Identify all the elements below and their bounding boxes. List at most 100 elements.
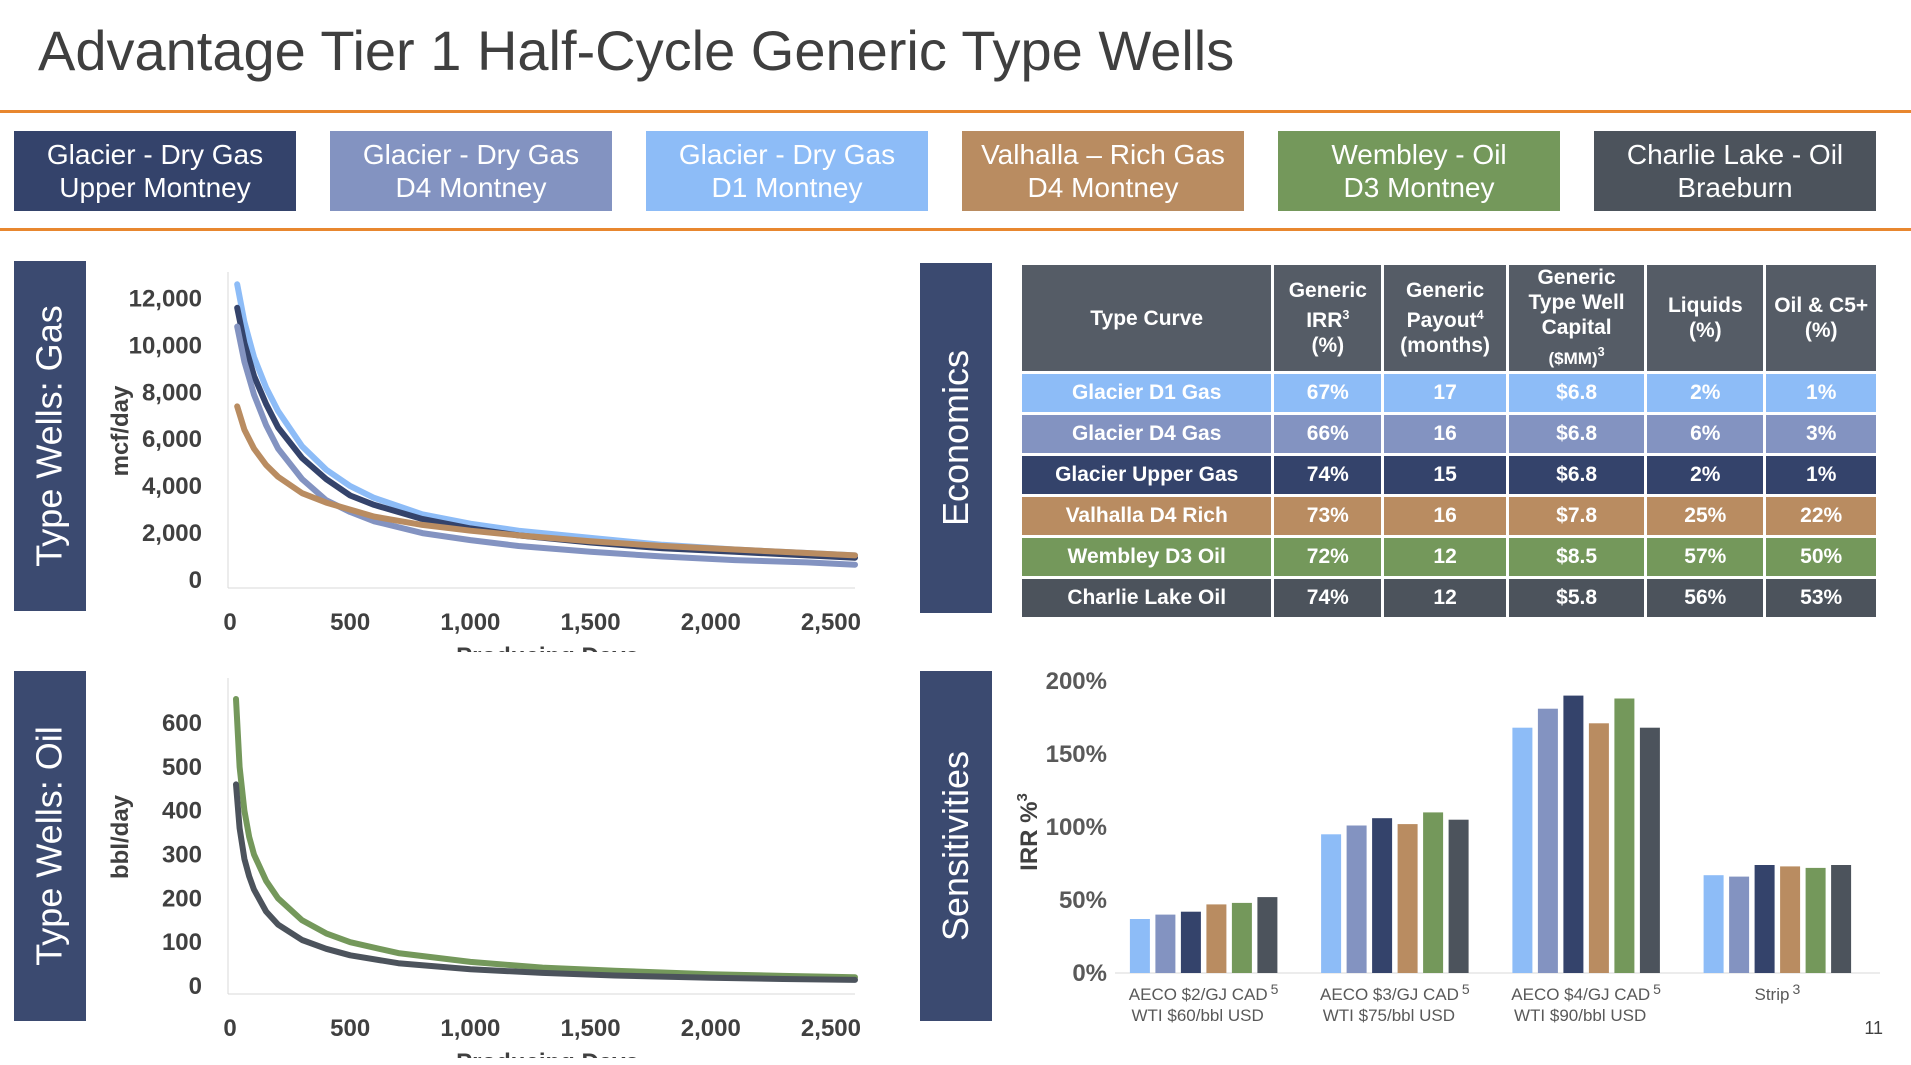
y-tick-label: 600 <box>162 710 202 737</box>
table-row: Glacier D4 Gas 66% 16 $6.8 6% 3% <box>1022 415 1876 453</box>
cell-capital: $6.8 <box>1508 374 1645 412</box>
category-label-sup: 5 <box>1271 981 1279 997</box>
y-tick-label: 100% <box>1046 814 1107 841</box>
bar-wembley <box>1231 902 1252 973</box>
bar-upper <box>1180 911 1201 973</box>
category-label-line1: AECO $2/GJ CAD 5 <box>1129 981 1279 1004</box>
side-label-sensitivities: Sensitivities <box>920 671 992 1021</box>
economics-table: Type Curve Generic IRR3 (%) Generic Payou… <box>1019 262 1879 620</box>
cell-irr: 66% <box>1274 415 1382 453</box>
y-tick-label: 12,000 <box>129 285 202 312</box>
cell-irr: 73% <box>1274 497 1382 535</box>
cell-oil-c5: 22% <box>1766 497 1876 535</box>
cell-payout: 15 <box>1384 456 1506 494</box>
bar-d1 <box>1129 919 1150 973</box>
cell-liquids: 2% <box>1647 456 1764 494</box>
y-tick-label: 8,000 <box>142 379 202 406</box>
category-label-sup: 5 <box>1462 981 1470 997</box>
x-tick-label: 0 <box>223 609 236 636</box>
legend-tile-1: Glacier - Dry Gas D4 Montney <box>330 131 612 211</box>
y-tick-label: 0 <box>189 973 202 1000</box>
bar-valhalla <box>1397 824 1418 973</box>
cell-liquids: 57% <box>1647 538 1764 576</box>
cell-payout: 12 <box>1384 538 1506 576</box>
table-row: Charlie Lake Oil 74% 12 $5.8 56% 53% <box>1022 579 1876 617</box>
legend-tile-line1: Glacier - Dry Gas <box>362 139 580 170</box>
cell-payout: 17 <box>1384 374 1506 412</box>
cell-liquids: 6% <box>1647 415 1764 453</box>
cell-name: Valhalla D4 Rich <box>1022 497 1272 535</box>
cell-name: Wembley D3 Oil <box>1022 538 1272 576</box>
cell-payout: 12 <box>1384 579 1506 617</box>
bar-charlie <box>1448 819 1469 973</box>
legend-tile-4: Wembley - Oil D3 Montney <box>1278 131 1560 211</box>
cell-irr: 67% <box>1274 374 1382 412</box>
bar-upper <box>1372 818 1393 973</box>
economics-header-row: Type Curve Generic IRR3 (%) Generic Payou… <box>1022 265 1876 371</box>
y-tick-label: 200 <box>162 885 202 912</box>
y-tick-label: 0% <box>1072 960 1107 987</box>
x-tick-label: 500 <box>330 609 370 636</box>
y-axis-title: IRR %3 <box>1014 793 1043 871</box>
legend-tile-5: Charlie Lake - Oil Braeburn <box>1594 131 1876 211</box>
y-tick-label: 2,000 <box>142 520 202 547</box>
x-tick-label: 500 <box>330 1015 370 1042</box>
cell-capital: $6.8 <box>1508 456 1645 494</box>
legend-tile-line1: Wembley - Oil <box>1331 139 1507 170</box>
legend-tile-line2: D3 Montney <box>1343 172 1495 203</box>
x-axis-title: Producing Days <box>456 1049 639 1058</box>
y-tick-label: 400 <box>162 798 202 825</box>
bar-wembley <box>1614 698 1635 973</box>
legend-tile-line2: Upper Montney <box>59 172 251 203</box>
cell-name: Glacier D4 Gas <box>1022 415 1272 453</box>
header-liquids: Liquids (%) <box>1647 265 1764 371</box>
y-tick-label: 50% <box>1059 887 1107 914</box>
legend-tile-3: Valhalla – Rich Gas D4 Montney <box>962 131 1244 211</box>
category-label-line2: WTI $60/bbl USD <box>1131 1006 1263 1025</box>
category-label-text: AECO $4/GJ CAD <box>1511 985 1650 1004</box>
cell-name: Charlie Lake Oil <box>1022 579 1272 617</box>
category-label-line2: WTI $90/bbl USD <box>1514 1006 1646 1025</box>
y-axis-title: bbl/day <box>107 794 134 879</box>
x-tick-label: 1,000 <box>440 609 500 636</box>
side-label-gas: Type Wells: Gas <box>14 261 86 611</box>
cell-capital: $5.8 <box>1508 579 1645 617</box>
page-title: Advantage Tier 1 Half-Cycle Generic Type… <box>38 19 1235 82</box>
cell-payout: 16 <box>1384 415 1506 453</box>
top-divider <box>0 110 1911 113</box>
cell-payout: 16 <box>1384 497 1506 535</box>
legend-tile-0: Glacier - Dry Gas Upper Montney <box>14 131 296 211</box>
y-tick-label: 100 <box>162 929 202 956</box>
cell-oil-c5: 53% <box>1766 579 1876 617</box>
category-label-line1: AECO $4/GJ CAD 5 <box>1511 981 1661 1004</box>
cell-oil-c5: 1% <box>1766 456 1876 494</box>
header-payout: Generic Payout4 (months) <box>1384 265 1506 371</box>
cell-liquids: 2% <box>1647 374 1764 412</box>
x-tick-label: 0 <box>223 1015 236 1042</box>
page-number: 11 <box>1864 1018 1883 1038</box>
cell-irr: 74% <box>1274 456 1382 494</box>
y-tick-label: 300 <box>162 842 202 869</box>
cell-oil-c5: 50% <box>1766 538 1876 576</box>
bar-valhalla <box>1206 904 1227 973</box>
category-label-sup: 3 <box>1792 981 1800 997</box>
x-tick-label: 2,000 <box>681 1015 741 1042</box>
cell-capital: $7.8 <box>1508 497 1645 535</box>
series-line-charlie <box>233 781 858 983</box>
legend-tile-line2: D4 Montney <box>395 172 547 203</box>
x-tick-label: 1,000 <box>440 1015 500 1042</box>
bottom-divider <box>0 228 1911 231</box>
y-axis-title: mcf/day <box>107 385 134 476</box>
table-row: Glacier Upper Gas 74% 15 $6.8 2% 1% <box>1022 456 1876 494</box>
y-tick-label: 0 <box>189 567 202 594</box>
cell-name: Glacier D1 Gas <box>1022 374 1272 412</box>
legend-tile-line2: D4 Montney <box>1027 172 1179 203</box>
legend-tile-line1: Glacier - Dry Gas <box>46 139 264 170</box>
y-tick-label: 4,000 <box>142 473 202 500</box>
table-row: Glacier D1 Gas 67% 17 $6.8 2% 1% <box>1022 374 1876 412</box>
y-axis-title-sup: 3 <box>1014 793 1031 801</box>
bar-wembley <box>1423 812 1444 973</box>
series-line-valhalla <box>234 403 858 559</box>
header-irr: Generic IRR3 (%) <box>1274 265 1382 371</box>
category-label-sup: 5 <box>1653 981 1661 997</box>
